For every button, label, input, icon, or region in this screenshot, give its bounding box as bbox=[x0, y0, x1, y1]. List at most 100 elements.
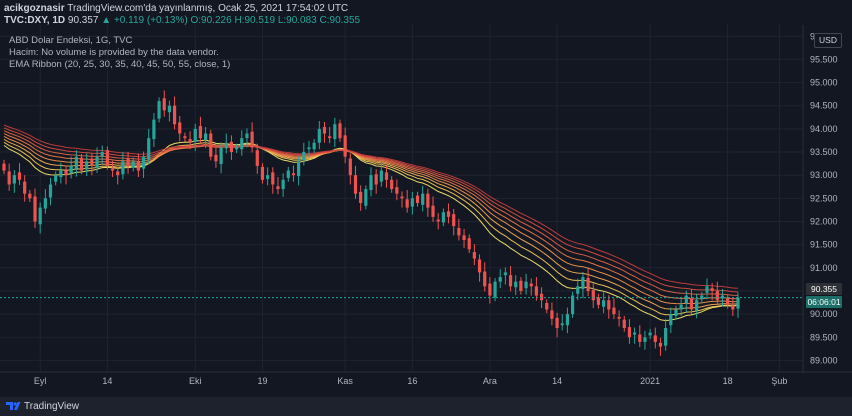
candle-body bbox=[457, 227, 461, 236]
ema-ribbon bbox=[3, 124, 739, 322]
candle-body bbox=[436, 219, 440, 222]
candle-body bbox=[235, 147, 239, 150]
candle-body bbox=[452, 214, 456, 227]
candle-body bbox=[178, 122, 182, 134]
candle-body bbox=[570, 295, 575, 315]
candle-body bbox=[581, 277, 585, 290]
candle-body bbox=[576, 286, 580, 294]
candle-body bbox=[617, 316, 621, 319]
candle-body bbox=[715, 290, 719, 301]
footer-bar: TradingView bbox=[0, 397, 852, 416]
candle-body bbox=[126, 158, 130, 166]
candle-body bbox=[266, 175, 270, 179]
legend-series-title[interactable]: ABD Dolar Endeksi, 1G, TVC bbox=[9, 35, 133, 46]
candle-body bbox=[684, 295, 688, 303]
price-tick-label: 93.500 bbox=[810, 147, 838, 157]
candle-body bbox=[209, 133, 213, 157]
candle-body bbox=[379, 170, 383, 182]
candle-body bbox=[555, 317, 559, 329]
candle-body bbox=[343, 135, 347, 157]
candle-body bbox=[219, 147, 223, 165]
candle-body bbox=[726, 298, 730, 305]
open-value: O:90.226 bbox=[190, 15, 232, 26]
candle-body bbox=[472, 252, 476, 259]
candle-body bbox=[203, 133, 208, 140]
candle-body bbox=[679, 304, 683, 310]
candle-body bbox=[695, 300, 699, 311]
footer-brand[interactable]: TradingView bbox=[24, 401, 80, 412]
candle-body bbox=[627, 327, 632, 338]
symbol-name[interactable]: TVC:DXY, 1D bbox=[4, 15, 66, 26]
candle-body bbox=[136, 161, 140, 171]
candle-body bbox=[596, 297, 601, 305]
candle-body bbox=[110, 168, 115, 171]
candle-body bbox=[297, 161, 301, 177]
candle-body bbox=[446, 211, 451, 217]
candle-body bbox=[147, 138, 151, 160]
candle-body bbox=[162, 98, 166, 111]
candle-body bbox=[731, 305, 735, 310]
price-tick-label: 89.000 bbox=[810, 355, 838, 365]
candle-body bbox=[643, 337, 647, 342]
time-tick-label: 16 bbox=[407, 376, 417, 386]
candle-body bbox=[415, 195, 420, 203]
candle-body bbox=[477, 259, 482, 273]
price-tick-label: 92.000 bbox=[810, 216, 838, 226]
candle-body bbox=[116, 171, 120, 176]
candle-body bbox=[503, 272, 507, 276]
candle-body bbox=[317, 128, 321, 143]
candle-body bbox=[193, 128, 197, 142]
candle-body bbox=[281, 179, 285, 190]
candle-body bbox=[291, 173, 296, 176]
price-tick-label: 95.000 bbox=[810, 78, 838, 88]
candle-body bbox=[705, 286, 709, 293]
candle-body bbox=[508, 275, 513, 287]
ema-line-40 bbox=[3, 133, 739, 300]
candle-body bbox=[395, 187, 399, 194]
candle-body bbox=[17, 172, 22, 180]
candle-body bbox=[514, 281, 518, 288]
candle-body bbox=[90, 158, 94, 166]
candle-body bbox=[54, 175, 58, 182]
candle-body bbox=[519, 280, 523, 291]
candle-body bbox=[64, 170, 68, 176]
chart-canvas[interactable]: 89.00089.50090.00090.50091.00091.50092.0… bbox=[0, 0, 852, 397]
ema-line-45 bbox=[3, 130, 739, 296]
candle-body bbox=[48, 184, 53, 198]
publisher-name[interactable]: acikgoznasir bbox=[4, 3, 65, 14]
candle-body bbox=[105, 150, 109, 166]
tradingview-logo-icon[interactable] bbox=[5, 400, 21, 412]
price-tick-label: 90.000 bbox=[810, 309, 838, 319]
time-tick-label: 14 bbox=[102, 376, 112, 386]
candle-body bbox=[638, 334, 642, 342]
low-value: L:90.083 bbox=[277, 15, 317, 26]
candle-body bbox=[59, 170, 63, 178]
candle-body bbox=[286, 170, 290, 178]
candle-body bbox=[12, 175, 16, 184]
candle-body bbox=[374, 174, 378, 185]
candle-body bbox=[602, 300, 606, 307]
candle-body bbox=[622, 319, 626, 329]
time-tick-label: Eki bbox=[189, 376, 202, 386]
candle-body bbox=[302, 152, 306, 161]
time-axis-ticks: Eyl 14 Eki 19 Kas 16 Ara 14 2021 18 Şub bbox=[34, 376, 787, 386]
candle-body bbox=[560, 323, 564, 326]
candle-body bbox=[369, 175, 373, 191]
currency-button[interactable]: USD bbox=[814, 33, 842, 48]
candle-body bbox=[488, 283, 492, 296]
candle-body bbox=[493, 281, 497, 298]
legend-volume-note[interactable]: Hacim: No volume is provided by the data… bbox=[9, 47, 219, 58]
candle-body bbox=[545, 303, 549, 310]
ema-line-20 bbox=[3, 139, 739, 322]
candle-body bbox=[653, 335, 657, 342]
candle-body bbox=[498, 277, 502, 282]
time-tick-label: Kas bbox=[337, 376, 353, 386]
ema-line-55 bbox=[3, 124, 739, 289]
ema-line-35 bbox=[3, 135, 739, 305]
candle-body bbox=[43, 198, 47, 209]
candle-body bbox=[131, 161, 135, 168]
legend-indicator[interactable]: EMA Ribbon (20, 25, 30, 35, 40, 45, 50, … bbox=[9, 59, 231, 70]
chart-grid bbox=[0, 25, 852, 373]
candle-body bbox=[467, 238, 471, 250]
candle-body bbox=[250, 131, 254, 148]
